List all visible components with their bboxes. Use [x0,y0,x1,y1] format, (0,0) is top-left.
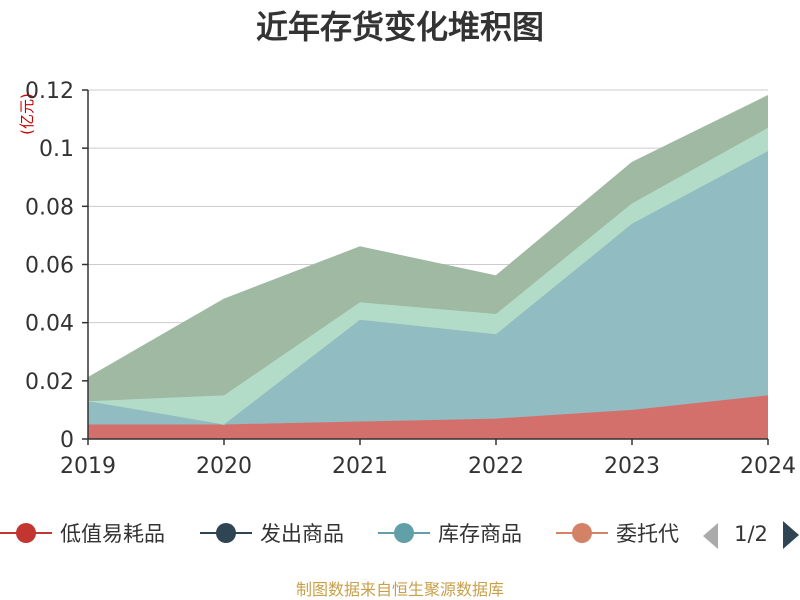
legend-marker [16,523,36,543]
legend-label: 委托代 [616,522,679,546]
x-tick-label: 2024 [740,454,796,479]
x-tick-label: 2023 [604,454,660,479]
axes: 0 0.02 0.04 0.06 0.08 0.1 0.12 2019 2020 2021 2022… [25,79,796,479]
source-note: 制图数据来自恒生聚源数据库 [295,580,504,599]
x-tick-label: 2020 [196,454,252,479]
legend-label: 发出商品 [260,522,344,546]
legend-prev-arrow-icon[interactable] [703,523,718,549]
legend-label: 低值易耗品 [60,522,165,546]
y-tick-label: 0.06 [25,254,74,279]
legend-item[interactable]: 发出商品 [200,522,344,546]
legend-item[interactable]: 库存商品 [378,522,522,546]
x-tick-label: 2022 [468,454,524,479]
legend-label: 库存商品 [438,522,522,546]
y-tick-label: 0.08 [25,195,74,220]
y-tick-label: 0.04 [25,312,74,337]
legend-item[interactable]: 低值易耗品 [0,522,165,546]
legend-item[interactable]: 委托代 [556,522,679,546]
area-series-5 [88,95,768,402]
legend-marker [394,523,414,543]
y-tick-label: 0 [60,428,74,453]
y-tick-label: 0.12 [25,79,74,104]
y-axis-unit-label: (亿元) [18,93,36,135]
legend[interactable]: 低值易耗品 发出商品 库存商品 委托代 1/2 [0,521,799,549]
legend-marker [216,523,236,543]
area-series-0 [88,395,768,439]
y-tick-label: 0.1 [39,137,74,162]
x-tick-label: 2019 [60,454,116,479]
area-series-2 [88,151,768,425]
legend-page-indicator: 1/2 [734,522,768,546]
legend-next-arrow-icon[interactable] [783,521,799,549]
x-tick-label: 2021 [332,454,388,479]
legend-marker [572,523,592,543]
y-tick-label: 0.02 [25,370,74,395]
area-line-series-5 [87,95,769,379]
chart-title: 近年存货变化堆积图 [256,8,544,46]
stacked-areas [87,95,769,439]
